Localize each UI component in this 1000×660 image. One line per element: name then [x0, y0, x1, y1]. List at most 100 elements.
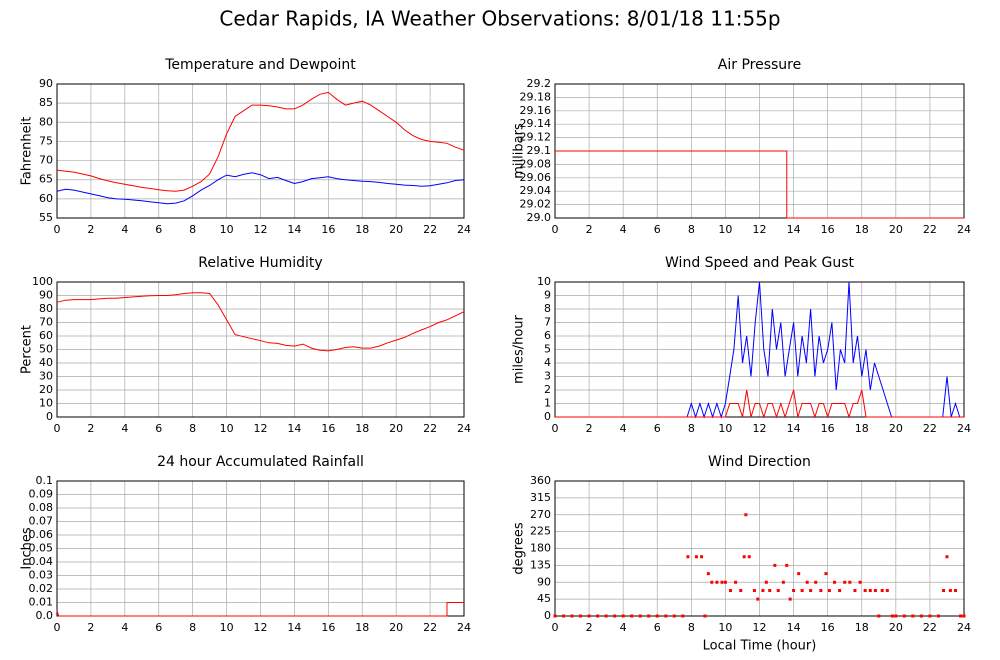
data-point [853, 589, 857, 592]
x-tick-label: 6 [654, 223, 661, 236]
y-tick-label: 0 [544, 410, 551, 423]
y-tick-label: 20 [39, 383, 53, 396]
y-tick-label: 10 [39, 397, 53, 410]
x-tick-label: 4 [121, 223, 128, 236]
x-tick-label: 10 [718, 223, 732, 236]
x-tick-label: 8 [189, 223, 196, 236]
data-point [838, 589, 842, 592]
data-point [562, 614, 566, 618]
x-tick-label: 4 [620, 223, 627, 236]
data-point [723, 580, 727, 584]
data-point [715, 580, 719, 584]
x-tick-label: 10 [220, 621, 234, 634]
y-tick-label: 225 [530, 525, 551, 538]
data-point [621, 614, 625, 618]
x-tick-label: 10 [718, 621, 732, 634]
y-tick-label: 0.04 [29, 555, 54, 568]
data-point [630, 614, 634, 618]
data-point [773, 563, 777, 567]
x-tick-label: 18 [355, 621, 369, 634]
data-point [553, 614, 557, 618]
y-tick-label: 180 [530, 542, 551, 555]
y-tick-label: 29.18 [520, 90, 552, 103]
data-point [805, 580, 809, 584]
data-point [945, 555, 949, 559]
x-tick-label: 14 [787, 422, 801, 435]
y-axis-label: Percent [20, 325, 35, 374]
y-tick-label: 75 [39, 134, 53, 147]
data-point [953, 589, 957, 592]
data-point [764, 580, 768, 584]
x-tick-label: 6 [155, 621, 162, 634]
data-point [792, 589, 796, 592]
data-point [819, 589, 823, 592]
y-tick-label: 29.2 [527, 77, 552, 90]
y-tick-label: 360 [530, 474, 551, 487]
x-tick-label: 2 [87, 223, 94, 236]
chart-title: Air Pressure [718, 57, 801, 73]
x-tick-label: 16 [821, 223, 835, 236]
y-tick-label: 70 [39, 316, 53, 329]
data-point [579, 614, 583, 618]
x-tick-label: 0 [54, 422, 61, 435]
x-tick-label: 16 [321, 422, 335, 435]
x-tick-label: 18 [355, 223, 369, 236]
plot-frame [56, 281, 465, 418]
y-tick-label: 0 [46, 410, 53, 423]
data-point [761, 589, 765, 592]
chart-title: Relative Humidity [198, 255, 322, 271]
y-tick-label: 65 [39, 173, 53, 186]
x-tick-label: 10 [718, 422, 732, 435]
x-tick-label: 16 [321, 621, 335, 634]
x-tick-label: 6 [155, 223, 162, 236]
data-point [587, 614, 591, 618]
data-point [747, 555, 751, 559]
data-point [827, 589, 831, 592]
y-tick-label: 0.0 [36, 609, 54, 622]
x-tick-label: 4 [620, 621, 627, 634]
x-tick-label: 24 [457, 223, 471, 236]
x-tick-label: 22 [423, 422, 437, 435]
data-point [781, 580, 785, 584]
y-tick-label: 3 [544, 370, 551, 383]
y-axis-label: millibars [512, 123, 527, 179]
y-tick-label: 45 [537, 592, 551, 605]
y-tick-label: 0.02 [29, 582, 54, 595]
x-tick-label: 10 [220, 422, 234, 435]
x-tick-label: 0 [552, 223, 559, 236]
data-point [890, 614, 894, 618]
data-point [706, 572, 710, 576]
data-point [911, 614, 915, 618]
x-tick-label: 14 [287, 422, 301, 435]
data-point [809, 589, 813, 592]
y-tick-label: 29.16 [520, 104, 552, 117]
data-point [613, 614, 617, 618]
data-point [776, 589, 780, 592]
y-tick-label: 4 [544, 356, 551, 369]
data-point [863, 589, 867, 592]
data-point [948, 589, 952, 592]
plot-frame [56, 83, 465, 219]
y-tick-label: 0 [544, 609, 551, 622]
chart-title: Wind Speed and Peak Gust [665, 255, 854, 271]
data-point [788, 597, 792, 601]
data-point [710, 580, 714, 584]
x-tick-label: 2 [586, 422, 593, 435]
data-point [672, 614, 676, 618]
x-tick-label: 18 [855, 422, 869, 435]
data-line [555, 281, 964, 419]
x-tick-label: 22 [423, 223, 437, 236]
x-tick-label: 18 [855, 621, 869, 634]
data-point [868, 589, 872, 592]
x-tick-label: 14 [787, 621, 801, 634]
x-tick-label: 22 [923, 422, 937, 435]
data-point [686, 555, 690, 559]
x-tick-label: 2 [87, 422, 94, 435]
x-tick-label: 24 [957, 422, 971, 435]
data-point [756, 597, 760, 601]
x-tick-label: 0 [54, 223, 61, 236]
y-tick-label: 8 [544, 302, 551, 315]
data-point [681, 614, 685, 618]
